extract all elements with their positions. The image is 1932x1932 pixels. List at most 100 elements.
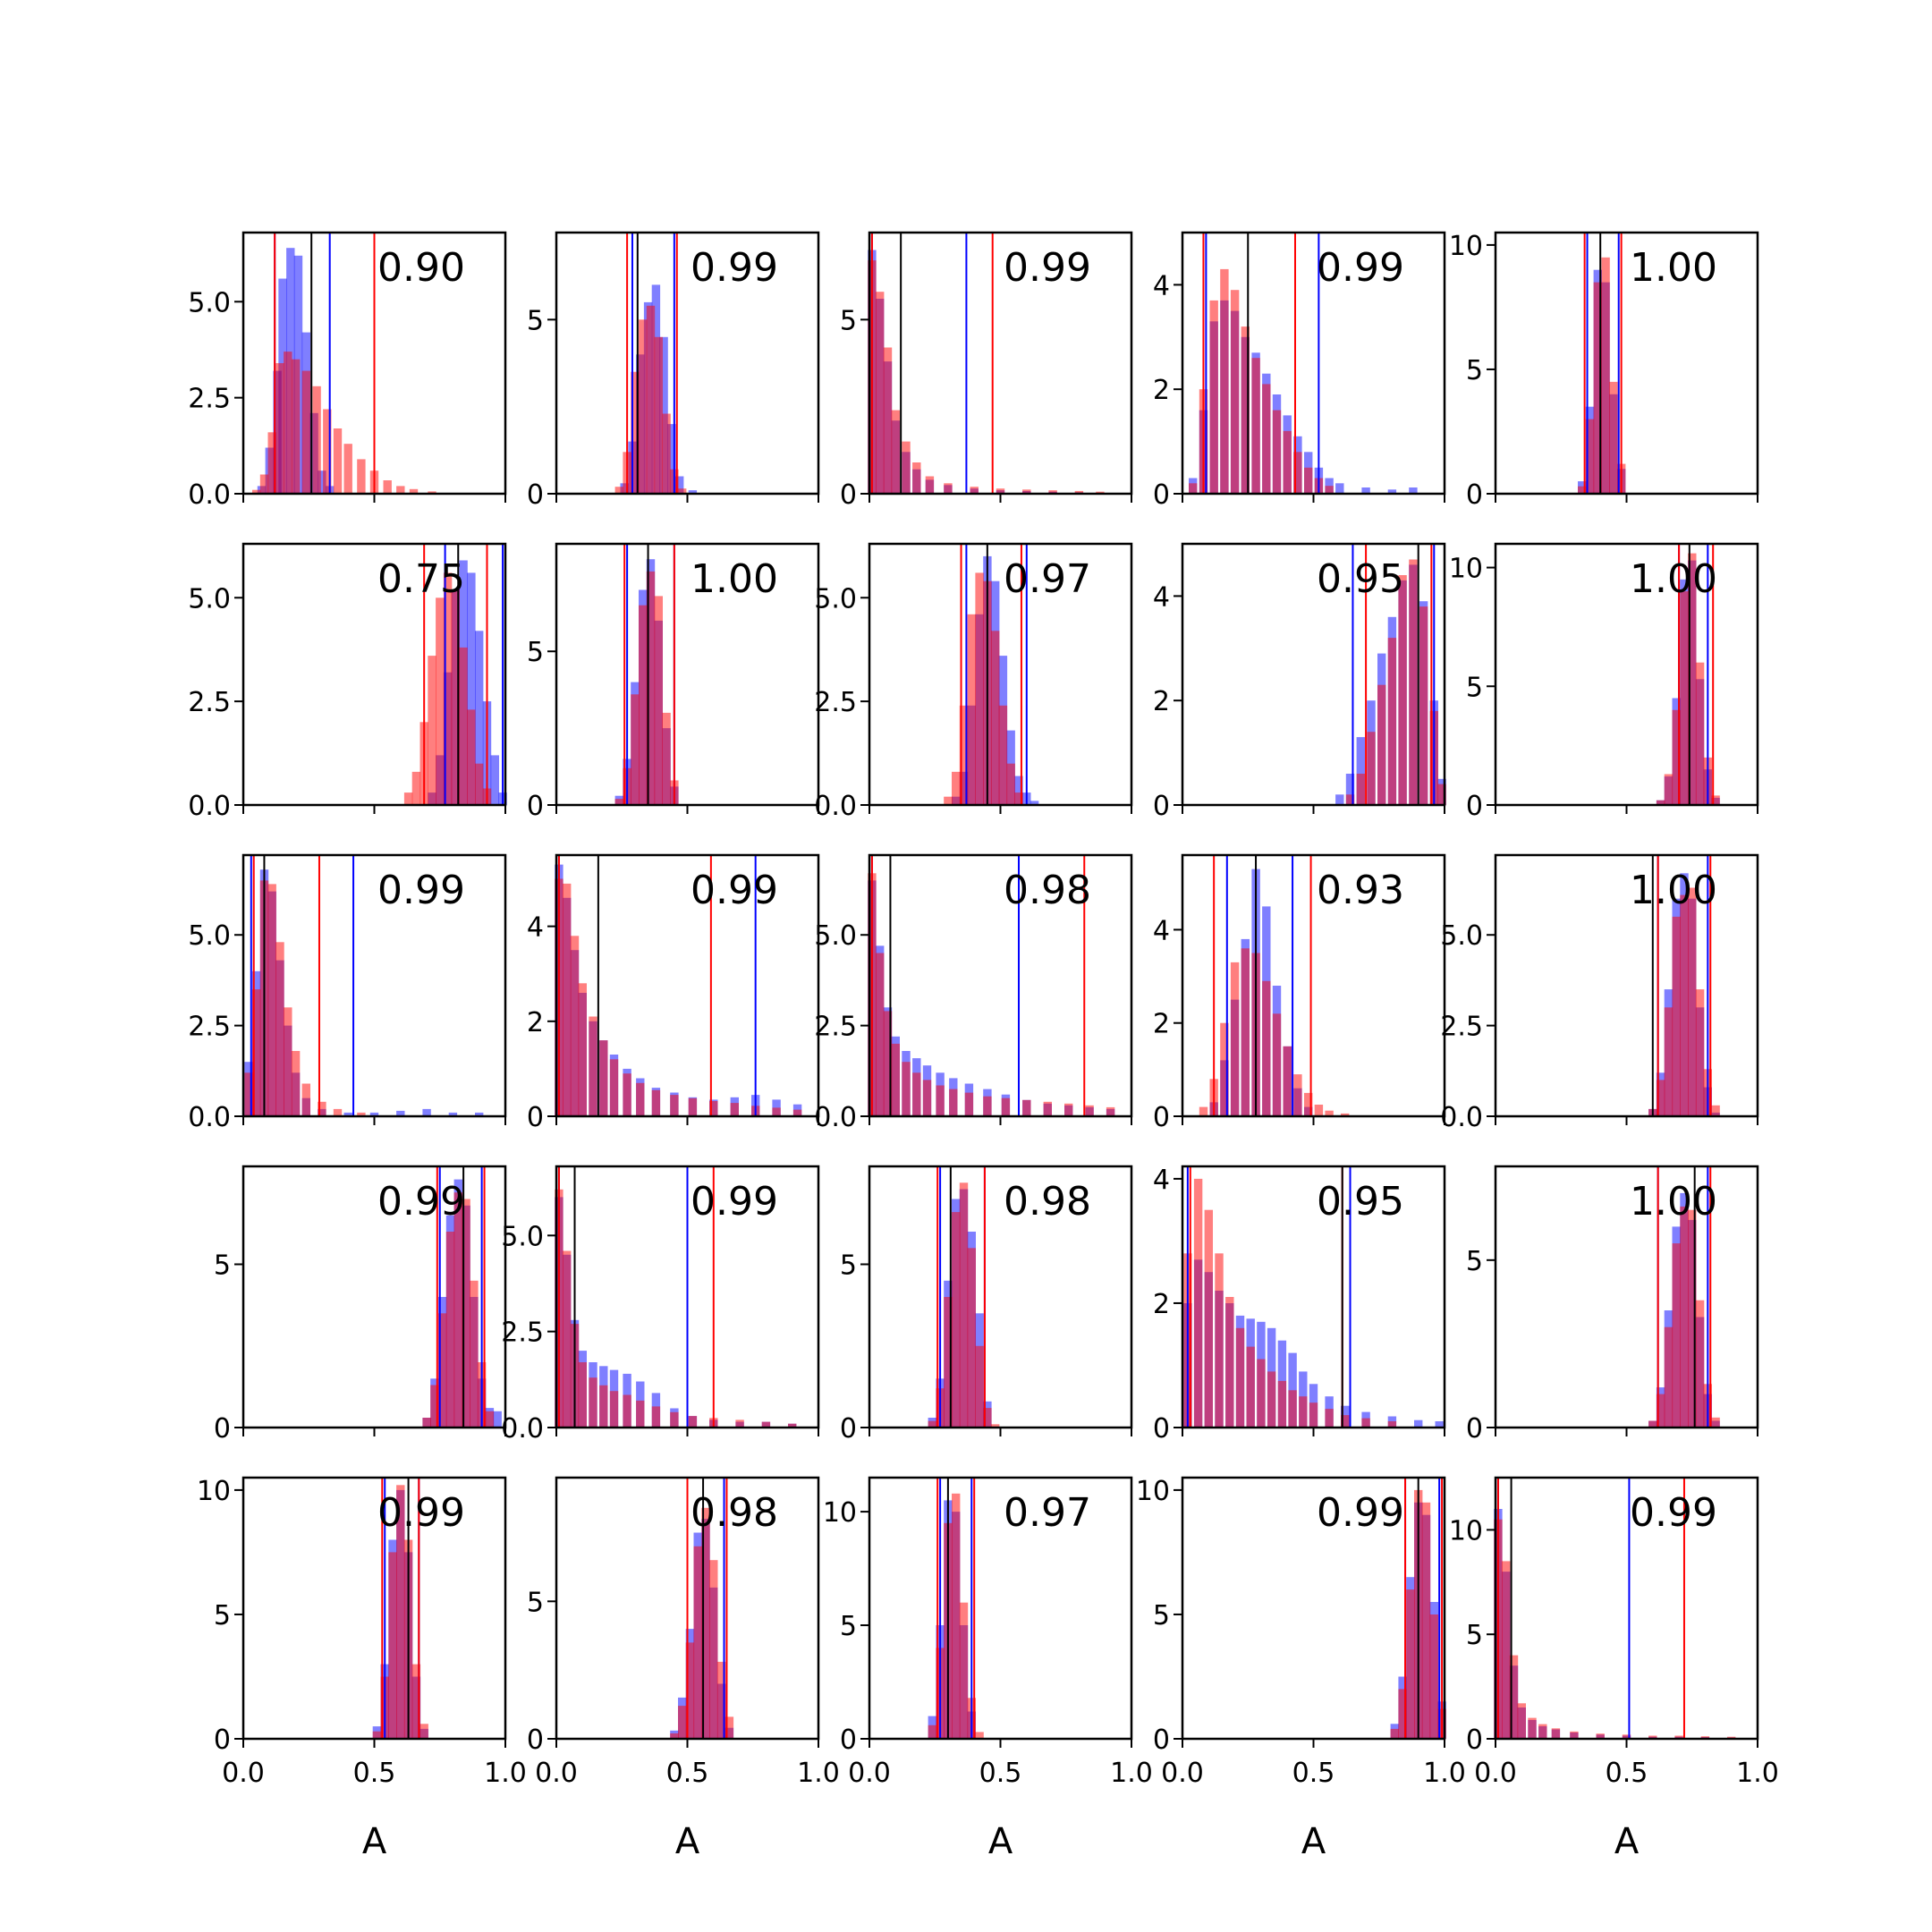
histogram-bar-series-b [991,1424,1000,1428]
histogram-bar-series-b [1361,1418,1370,1428]
y-tick-label: 0 [1153,479,1170,511]
y-tick-label: 5 [1466,1620,1483,1651]
histogram-bar-series-b [983,1096,992,1116]
histogram-bar-series-b [1680,591,1689,805]
histogram-bar-series-b [1648,1735,1657,1739]
histogram-panel: 050.98 [840,1165,1133,1445]
histogram-bar-series-b [1262,384,1271,494]
histogram-bar-series-b [983,1408,992,1428]
y-tick-label: 5 [527,637,544,668]
histogram-bar-series-b [636,1082,645,1116]
histogram-bar-series-b [372,1731,382,1739]
histogram-bar-series-b [1006,763,1015,805]
x-tick-label: 0.0 [535,1758,578,1789]
histogram-bar-series-b [1419,606,1428,805]
histogram-bar-series-a [1014,775,1023,805]
histogram-bar-series-b [967,1248,976,1428]
histogram-bar-series-b [709,1101,718,1116]
histogram-bar-series-b [1235,1327,1245,1428]
histogram-bar-series-b [1241,326,1250,494]
histogram-bar-series-b [301,1083,310,1116]
y-tick-label: 2 [1153,1289,1170,1320]
y-tick-label: 2 [1153,375,1170,406]
histogram-bar-series-b [1680,1206,1689,1428]
histogram-bar-series-b [1672,709,1681,805]
panel-score-label: 1.00 [691,556,778,602]
histogram-bar-series-b [952,1212,961,1428]
histogram-bar-series-b [445,1232,455,1428]
histogram-bar-series-b [1387,1421,1397,1428]
histogram-bar-series-a [467,572,476,805]
histogram-bar-series-b [1209,300,1218,494]
y-tick-label: 10 [1449,231,1483,262]
y-tick-label: 0 [1466,1724,1483,1756]
histogram-bar-series-b [1406,1589,1415,1739]
histogram-bar-series-a [422,1108,431,1116]
y-tick-label: 5 [527,305,544,336]
histogram-bar-series-b [688,1416,698,1428]
histogram-bar-series-b [688,1097,698,1116]
histogram-bar-series-b [1609,381,1618,494]
x-tick-label: 0.5 [1292,1758,1335,1789]
histogram-panel: 0 5 10 1.00 [1449,231,1759,511]
histogram-panel: 0 2 4 0.95 [1153,542,1446,822]
histogram-bar-series-b [252,489,261,494]
histogram-bar-series-b [646,305,656,494]
y-tick-label: 4 [1153,270,1170,301]
histogram-bar-series-b [670,1411,679,1428]
histogram-bar-series-a [1356,737,1365,805]
panel-score-label: 0.99 [1317,245,1404,291]
histogram-bar-series-b [685,1642,695,1739]
y-tick-label: 0 [840,1724,857,1756]
histogram-bar-series-b [1215,1253,1224,1428]
histogram-bar-series-b [651,1406,661,1428]
histogram-panel: 0 5 10 0.0 0.5 1.0 0.99 A [1449,1476,1779,1862]
histogram-bar-series-b [1267,1371,1276,1428]
histogram-bar-series-b [735,1419,744,1428]
y-tick-label: 5.0 [188,287,231,318]
histogram-bar-series-b [1601,257,1610,494]
histogram-bar-series-b [1204,1209,1213,1428]
histogram-bar-series-b [952,1493,961,1739]
histogram-bar-series-b [318,1101,326,1116]
histogram-bar-series-a [448,1112,458,1116]
histogram-bar-series-a [1335,483,1344,494]
y-tick-label: 5.0 [1440,920,1483,952]
histogram-bar-series-b [1251,358,1260,494]
histogram-bar-series-b [678,488,687,494]
histogram-bar-series-b [1356,774,1365,805]
histogram-bar-series-b [609,1059,619,1116]
histogram-bar-series-b [1241,948,1250,1116]
histogram-bar-series-a [475,1112,484,1116]
histogram-bar-series-b [411,771,421,805]
x-axis-label: A [1301,1821,1326,1862]
histogram-bar-series-b [998,705,1008,805]
histogram-bar-series-a [1409,487,1418,494]
histogram-panel: 050.99 [840,231,1133,511]
histogram-bar-series-b [1377,684,1386,805]
histogram-bar-series-b [1199,1106,1208,1116]
histogram-bar-series-b [267,432,276,494]
histogram-panel: 0 5 10 1.00 [1449,542,1759,822]
histogram-bar-series-b [428,491,436,494]
histogram-bar-series-b [1656,1394,1665,1428]
histogram-bar-series-b [651,1089,661,1116]
histogram-panel: 0.0 2.5 5.0 0.97 [814,542,1133,822]
y-tick-label: 0 [1153,1724,1170,1756]
y-tick-label: 10 [1136,1476,1170,1507]
histogram-bar-series-b [1437,784,1446,805]
y-tick-label: 0 [1153,1102,1170,1133]
histogram-bar-series-b [959,1182,969,1428]
histogram-bar-series-b [1656,800,1665,805]
histogram-bar-series-b [453,1192,462,1428]
y-tick-label: 0 [1153,791,1170,822]
panel-score-label: 0.90 [377,245,465,291]
y-tick-label: 5 [840,1611,857,1642]
histogram-bar-series-b [928,1724,936,1739]
x-tick-label: 0.5 [1606,1758,1648,1789]
histogram-bar-series-b [975,1732,984,1739]
histogram-bar-series-b [1325,1110,1334,1116]
y-tick-label: 5 [1466,672,1483,703]
panel-score-label: 0.99 [691,1179,778,1224]
histogram-panel: 0 2 4 0.95 [1153,1165,1446,1445]
